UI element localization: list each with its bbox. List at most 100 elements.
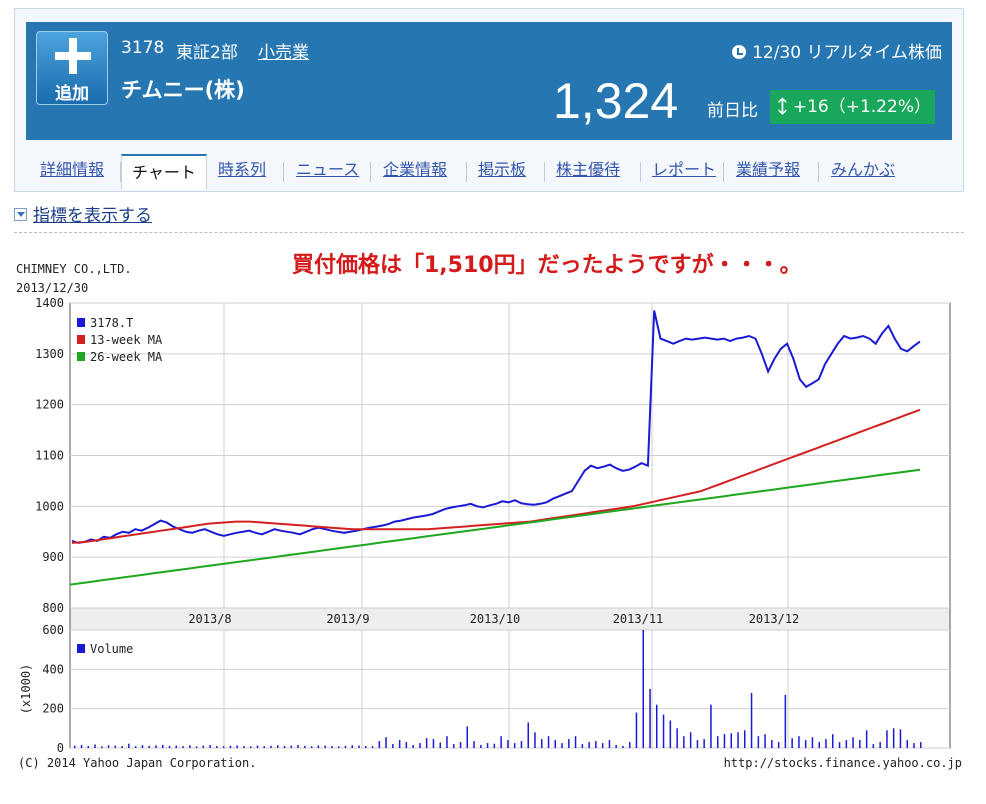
volume-bar (588, 742, 590, 748)
volume-bar (771, 740, 773, 748)
x-tick-label: 2013/11 (613, 612, 664, 626)
y-axis-label: (x1000) (19, 664, 33, 715)
volume-bar (899, 729, 902, 748)
chart-date: 2013/12/30 (16, 281, 89, 295)
volume-plot-area (69, 629, 951, 749)
add-to-portfolio-button[interactable]: 追加 (36, 31, 108, 105)
legend-label: 26-week MA (90, 350, 163, 364)
volume-bar (290, 745, 293, 748)
volume-bar (338, 746, 340, 748)
y-tick-label: 1200 (35, 398, 64, 412)
volume-bar (777, 742, 780, 748)
volume-bar (229, 745, 232, 748)
tab-divider (544, 162, 545, 182)
volume-bar (818, 742, 820, 748)
y-tick-label: 1400 (35, 296, 64, 310)
volume-bar (689, 732, 692, 748)
volume-bar (473, 741, 475, 748)
tab-board[interactable]: 掲示板 (478, 160, 527, 179)
tab-divider (370, 162, 371, 182)
volume-bar (879, 742, 881, 748)
tab-shareholder-benefits[interactable]: 株主優待 (556, 160, 621, 179)
volume-bar (906, 740, 908, 748)
volume-bar (527, 722, 529, 748)
series-line-13-week-ma (71, 408, 921, 544)
x-tick-label: 2013/9 (326, 612, 369, 626)
legend-swatch (77, 335, 85, 344)
legend-swatch (77, 644, 85, 653)
volume-bar (832, 734, 834, 748)
volume-bar (195, 746, 198, 748)
volume-bar (392, 744, 394, 748)
show-indicators-toggle[interactable]: 指標を表示する (14, 201, 152, 226)
volume-bar (453, 744, 455, 748)
stock-price: 1,324 (553, 73, 679, 129)
volume-bar (710, 704, 712, 748)
volume-bar (811, 737, 814, 748)
volume-bar (412, 745, 414, 748)
y-tick-label: 1100 (35, 449, 64, 463)
copyright: (C) 2014 Yahoo Japan Corporation. (18, 756, 257, 770)
add-label: 追加 (55, 84, 89, 104)
volume-bar (297, 745, 299, 748)
tab-divider (640, 162, 641, 182)
volume-bar (703, 739, 705, 748)
y-tick-label: 600 (42, 623, 64, 637)
volume-bar (791, 738, 793, 748)
volume-bar (168, 746, 171, 748)
industry-link[interactable]: 小売業 (258, 43, 309, 63)
volume-bar (466, 726, 468, 748)
volume-bar (865, 730, 868, 748)
volume-bar (304, 745, 306, 748)
volume-bar (236, 745, 238, 748)
volume-bar (750, 692, 753, 748)
volume-bar (723, 734, 726, 748)
tab-earnings-forecast[interactable]: 業績予報 (736, 160, 801, 179)
volume-bar (561, 743, 563, 748)
source-url: http://stocks.finance.yahoo.co.jp (723, 756, 962, 770)
volume-bar (635, 712, 638, 748)
tab-news[interactable]: ニュース (296, 160, 360, 179)
realtime-text: 12/30 リアルタイム株価 (752, 43, 942, 63)
volume-bar (676, 728, 678, 748)
tab-divider (723, 162, 724, 182)
series-line-3178-t (71, 310, 921, 544)
volume-bar (344, 745, 347, 748)
tab-detail[interactable]: 詳細情報 (40, 160, 105, 179)
volume-bar (155, 745, 157, 748)
tab-chart[interactable]: チャート (121, 154, 207, 190)
date-axis-strip (69, 607, 951, 631)
tab-company-info[interactable]: 企業情報 (383, 160, 448, 179)
volume-bar (141, 745, 144, 748)
x-tick-label: 2013/8 (188, 612, 231, 626)
legend-swatch (77, 352, 85, 361)
change-badge: 🡙 +16（+1.22%） (770, 90, 935, 124)
volume-bar (920, 742, 922, 748)
tab-divider (283, 162, 284, 182)
tab-divider (120, 162, 121, 182)
volume-bar (642, 630, 644, 748)
company-name: チムニー(株) (121, 78, 245, 102)
tab-timeseries[interactable]: 時系列 (218, 160, 267, 179)
tab-report[interactable]: レポート (652, 160, 717, 179)
divider (14, 232, 964, 233)
tab-divider (466, 162, 467, 182)
volume-bar (128, 743, 130, 748)
volume-bar (365, 746, 367, 748)
volume-bar (283, 746, 286, 748)
y-tick-label: 1000 (35, 499, 64, 513)
volume-bar (825, 739, 827, 748)
tab-minkabu[interactable]: みんかぶ (831, 160, 896, 179)
clock-icon (732, 45, 747, 59)
volume-bar (744, 730, 746, 748)
volume-bar (649, 689, 651, 748)
volume-bar (162, 744, 164, 748)
plus-icon (55, 38, 91, 74)
volume-bar (182, 746, 184, 748)
volume-bar (500, 736, 502, 748)
volume-bar (804, 740, 807, 748)
y-tick-label: 1300 (35, 347, 64, 361)
realtime-label: 12/30 リアルタイム株価 (732, 38, 942, 63)
volume-bar (507, 740, 509, 748)
volume-bar (250, 746, 252, 748)
